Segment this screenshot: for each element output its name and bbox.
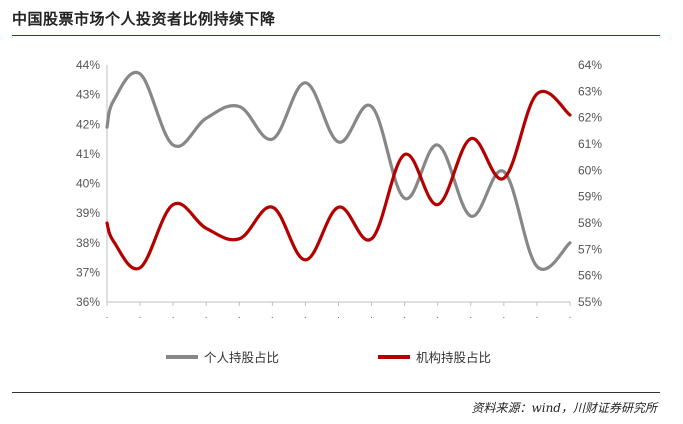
legend-label-institution: 机构持股占比 [416,350,491,365]
x-tick-label: · [469,312,472,323]
left-tick-label: 41% [76,147,100,161]
x-tick-label: · [568,312,571,323]
right-tick-label: 55% [578,295,602,309]
x-tick-label: · [105,312,108,323]
x-tick-label: · [138,312,141,323]
x-tick-label: · [304,312,307,323]
x-tick-label: · [238,312,241,323]
x-tick-label: · [171,312,174,323]
x-tick-label: · [337,312,340,323]
left-tick-label: 40% [76,177,100,191]
left-tick-label: 39% [76,206,100,220]
x-tick-label: · [502,312,505,323]
right-tick-label: 64% [578,58,602,72]
left-tick-label: 37% [76,265,100,279]
title-underline [12,35,660,36]
right-tick-label: 57% [578,242,602,256]
x-tick-label: · [535,312,538,323]
chart-legend: 个人持股占比 机构持股占比 [166,350,491,365]
right-tick-label: 63% [578,84,602,98]
chart-title: 中国股票市场个人投资者比例持续下降 [12,10,276,28]
series-layer [105,70,572,271]
x-tick-label: · [271,312,274,323]
x-tick-label: · [403,312,406,323]
x-tick-label: · [205,312,208,323]
x-tick-label: · [436,312,439,323]
legend-label-personal: 个人持股占比 [204,350,279,365]
right-tick-label: 62% [578,111,602,125]
left-tick-label: 42% [76,117,100,131]
right-tick-label: 59% [578,190,602,204]
left-tick-label: 36% [76,295,100,309]
left-tick-label: 44% [76,58,100,72]
right-tick-label: 61% [578,137,602,151]
series-line-institution [105,89,572,271]
footer-divider [12,392,660,393]
chart-axes: 44% 43% 42% 41% 40% 39% 38% 37% 36% 64% 63% 62% 61% 6… [76,58,602,323]
source-note: 资料来源：wind，川财证券研究所 [471,401,657,415]
right-tick-label: 58% [578,216,602,230]
right-tick-label: 56% [578,269,602,283]
series-line-personal [105,70,572,271]
x-tick-label: · [370,312,373,323]
left-tick-label: 43% [76,88,100,102]
left-tick-label: 38% [76,236,100,250]
right-tick-label: 60% [578,163,602,177]
